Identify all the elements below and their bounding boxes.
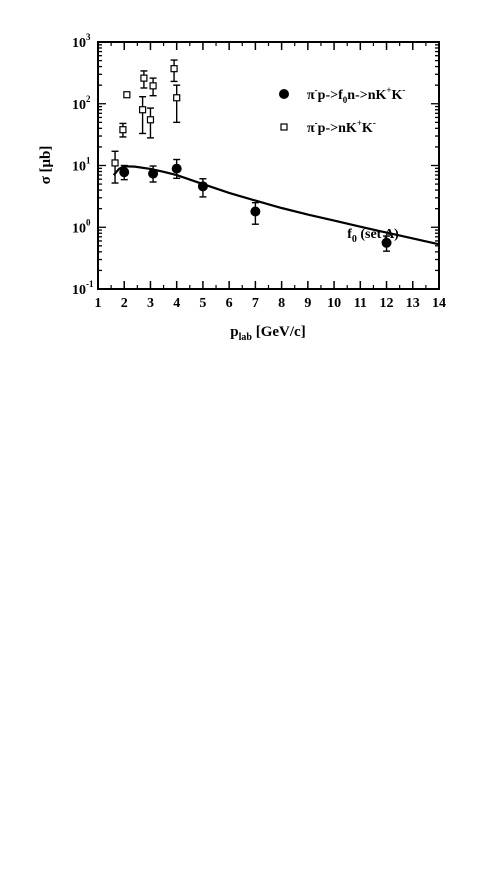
data-point	[173, 94, 181, 102]
data-series	[111, 59, 392, 252]
y-tick-label: 100	[72, 217, 91, 236]
data-point	[138, 106, 147, 114]
legend-label-part: -	[315, 118, 318, 128]
data-point	[250, 206, 261, 217]
legend-label-part: π	[307, 88, 315, 103]
x-tick-labels: 1 2 3 4 5 6 7 8 9 10 11 12 13 14	[95, 296, 447, 311]
model-curve	[112, 165, 440, 246]
legend-label-part: -	[373, 118, 376, 128]
legend-label-part: -	[402, 85, 405, 95]
data-point	[146, 116, 155, 124]
x-tick-label: 13	[406, 296, 420, 311]
x-tick-label: 7	[252, 296, 259, 311]
x-label-subscript: lab	[239, 332, 253, 343]
y-tick-exponent: 2	[86, 94, 91, 104]
legend: π-p->f0n->nK+K-π-p->nK+K-	[279, 85, 405, 136]
data-point	[148, 168, 159, 179]
y-tick-base: 10	[72, 98, 86, 113]
x-tick-label: 10	[327, 296, 341, 311]
y-tick-exponent: -1	[86, 279, 94, 289]
x-tick-label: 2	[121, 296, 128, 311]
legend-label-part: -	[315, 85, 318, 95]
y-tick-exponent: 1	[86, 156, 91, 166]
legend-marker-open-square	[280, 123, 288, 131]
open-square-series	[111, 59, 181, 184]
x-tick-label: 5	[199, 296, 206, 311]
x-tick-label: 1	[95, 296, 102, 311]
curve-annotation: f0 (set A)	[347, 227, 399, 245]
x-tick-label: 3	[147, 296, 154, 311]
legend-label-part: K	[392, 88, 403, 103]
x-tick-label: 9	[304, 296, 311, 311]
legend-label-part: π	[307, 121, 315, 136]
y-tick-base: 10	[72, 221, 86, 236]
legend-label: π-p->f0n->nK+K-	[307, 85, 405, 105]
legend-label-part: +	[386, 85, 391, 95]
axis-ticks	[97, 42, 440, 290]
x-tick-label: 8	[278, 296, 285, 311]
data-point	[170, 65, 178, 73]
data-point	[381, 237, 392, 248]
filled-circle-series	[119, 158, 392, 252]
legend-label-part: p->nK	[318, 121, 357, 136]
data-point	[197, 181, 208, 192]
y-axis-label: σ [μb]	[38, 146, 54, 185]
x-tick-label: 12	[380, 296, 394, 311]
y-tick-base: 10	[72, 160, 86, 175]
annotation-rest: (set A)	[357, 227, 399, 242]
legend-label-part: n->nK	[347, 88, 386, 103]
x-label-main: p	[230, 324, 238, 340]
x-axis-label: plab [GeV/c]	[230, 324, 305, 343]
x-tick-label: 4	[173, 296, 180, 311]
y-tick-exponent: 3	[86, 32, 91, 42]
y-tick-exponent: 0	[86, 217, 91, 227]
data-point	[119, 126, 127, 134]
legend-label-part: 0	[343, 95, 348, 105]
y-tick-label: 103	[72, 32, 91, 51]
y-tick-label: 101	[72, 156, 91, 175]
x-tick-label: 14	[432, 296, 446, 311]
legend-marker-filled-circle	[279, 89, 289, 99]
plot-frame	[97, 41, 440, 290]
data-point	[119, 167, 130, 178]
data-point	[140, 74, 148, 82]
annotation-subscript: 0	[352, 234, 357, 245]
annotation-main: f	[347, 227, 352, 242]
data-point	[171, 163, 182, 174]
legend-label-part: p->f	[318, 88, 343, 103]
y-tick-label: 102	[72, 94, 91, 113]
x-tick-label: 6	[226, 296, 233, 311]
data-point	[149, 82, 157, 90]
y-tick-base: 10	[72, 283, 86, 298]
data-point	[123, 91, 131, 99]
legend-label: π-p->nK+K-	[307, 118, 376, 136]
data-point	[111, 159, 119, 167]
x-label-rest: [GeV/c]	[252, 324, 306, 340]
x-tick-label: 11	[354, 296, 367, 311]
legend-label-part: K	[362, 121, 373, 136]
y-tick-label: 10-1	[72, 279, 94, 298]
y-tick-base: 10	[72, 36, 86, 51]
legend-label-part: +	[357, 118, 362, 128]
